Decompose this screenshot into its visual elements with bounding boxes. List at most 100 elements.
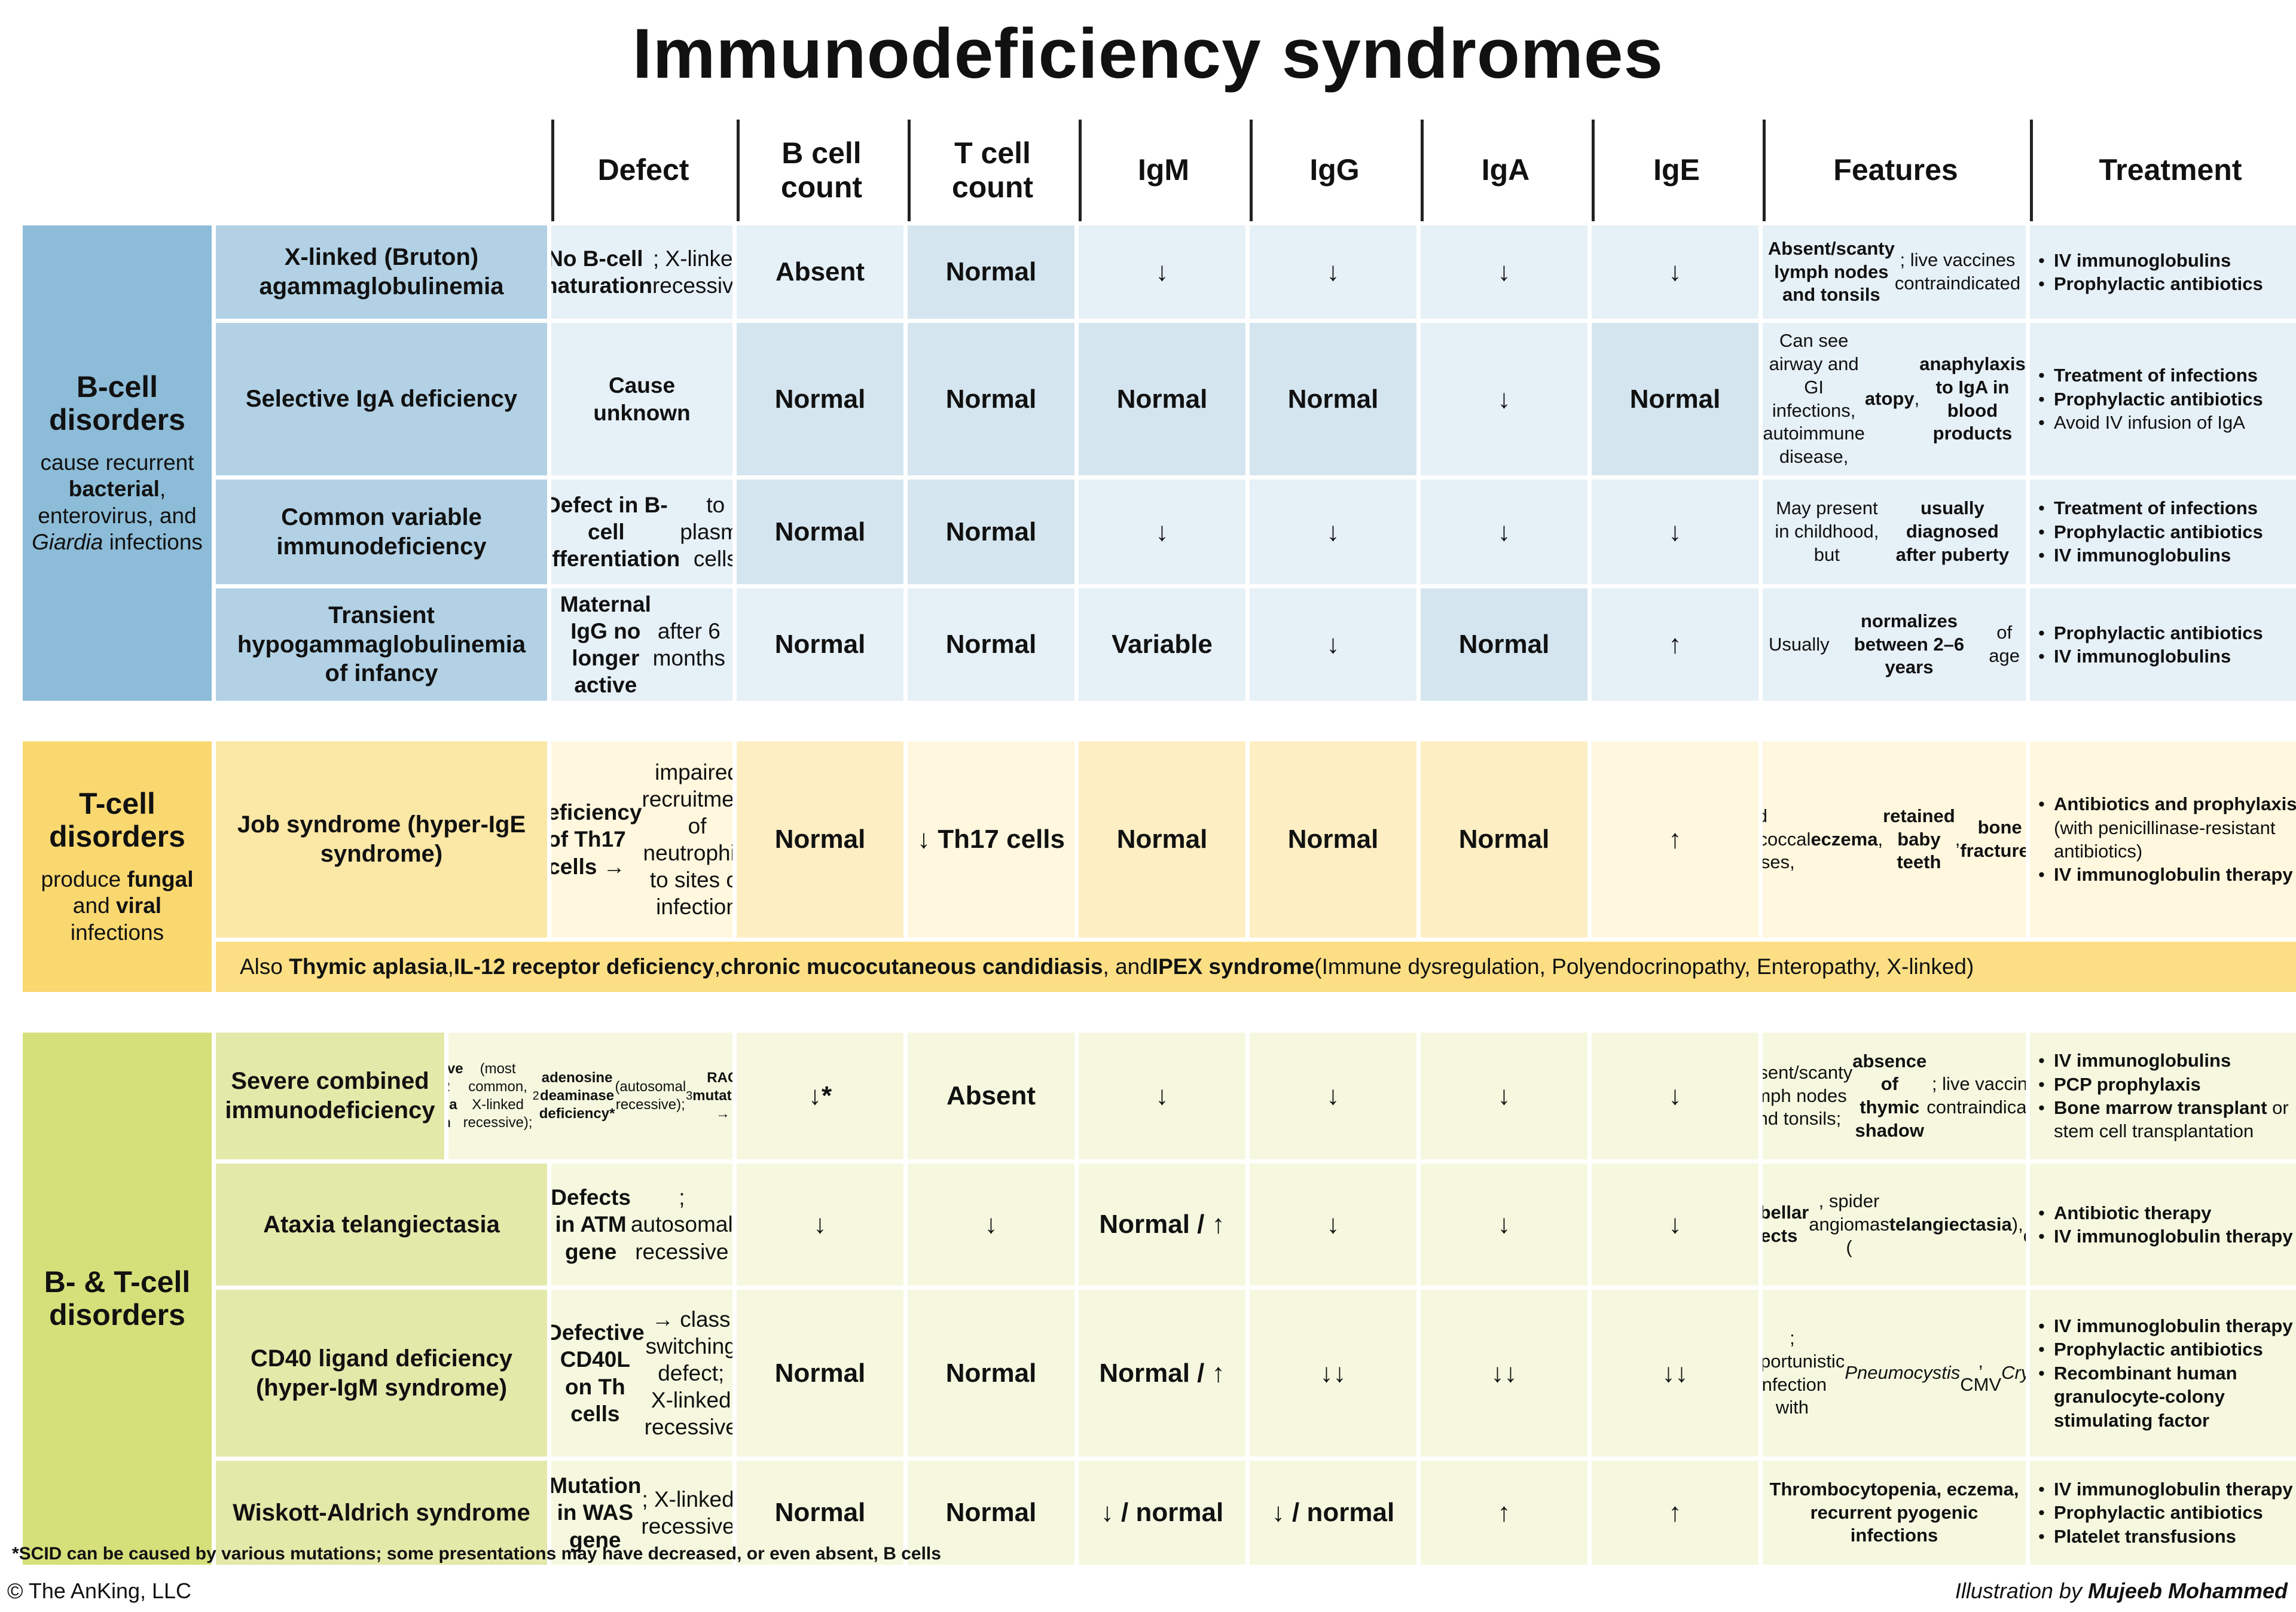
treatment-list: Treatment of infectionsProphylactic anti…	[2030, 323, 2296, 475]
igg-header: IgG	[1250, 120, 1416, 221]
iga-level: Normal	[1421, 741, 1587, 938]
treatment-item: Prophylactic antibiotics	[2038, 387, 2263, 411]
disorder-name: Wiskott-Aldrich syndrome	[216, 1461, 547, 1565]
disorder-name: Ataxia telangiectasia	[216, 1164, 547, 1286]
b-cell-disorders-group: B-cell disorders cause recurrent bacteria…	[23, 225, 212, 701]
ige-level: ↑	[1592, 1461, 1758, 1565]
t-cell-count: Normal	[908, 480, 1074, 584]
features-description: Absent/scanty lymph nodes and tonsils; l…	[1763, 225, 2026, 319]
group-description: produce fungal and viral infections	[41, 866, 194, 945]
treatment-item: IV immunoglobulins	[2038, 645, 2263, 668]
igg-level: ↓	[1250, 588, 1416, 701]
group-name: B- & T-cell disorders	[44, 1265, 191, 1332]
disorder-name: Transient hypogammaglobulinemia of infan…	[216, 588, 547, 701]
defect-description: Maternal IgG no longer active after 6 mo…	[551, 588, 732, 701]
group-description: cause recurrent bacterial, enterovirus, …	[32, 450, 203, 554]
treatment-item: Treatment of infections	[2038, 364, 2263, 387]
ige-level: ↑	[1592, 741, 1758, 938]
treatment-list: Prophylactic antibioticsIV immunoglobuli…	[2030, 588, 2296, 701]
disorder-name: X-linked (Bruton) agammaglobulinemia	[216, 225, 547, 319]
treatment-items: IV immunoglobulin therapyProphylactic an…	[2038, 1314, 2296, 1432]
igg-level: Normal	[1250, 741, 1416, 938]
iga-level: ↑	[1421, 1461, 1587, 1565]
treatment-header: Treatment	[2030, 120, 2296, 221]
features-description: Severe pyogenic infections early in life…	[1763, 1290, 2026, 1457]
iga-level: Normal	[1421, 588, 1587, 701]
features-description: May present in childhood, but usually di…	[1763, 480, 2026, 584]
treatment-items: IV immunoglobulinsProphylactic antibioti…	[2038, 249, 2263, 296]
treatment-item: Treatment of infections	[2038, 496, 2263, 520]
page-title: Immunodeficiency syndromes	[632, 14, 1664, 93]
treatment-items: Treatment of infectionsProphylactic anti…	[2038, 496, 2263, 567]
ige-level: ↓	[1592, 1033, 1758, 1159]
ige-level: ↓	[1592, 1164, 1758, 1286]
treatment-list: Treatment of infectionsProphylactic anti…	[2030, 480, 2296, 584]
treatment-item: IV immunoglobulin therapy	[2038, 1477, 2293, 1501]
igg-level: ↓	[1250, 480, 1416, 584]
treatment-items: Antibiotic therapyIV immunoglobulin ther…	[2038, 1201, 2293, 1248]
treatment-items: Prophylactic antibioticsIV immunoglobuli…	[2038, 621, 2263, 668]
igm-level: Variable	[1079, 588, 1245, 701]
b-cell-count: Normal	[737, 323, 903, 475]
t-cell-count: ↓ Th17 cells	[908, 741, 1074, 938]
disorder-name: Common variable immunodeficiency	[216, 480, 547, 584]
igg-level: ↓	[1250, 225, 1416, 319]
igm-header: IgM	[1079, 120, 1245, 221]
treatment-item: Antibiotic therapy	[2038, 1201, 2293, 1225]
igg-level: ↓	[1250, 1033, 1416, 1159]
features-description: Thrombocytopenia, eczema, recurrent pyog…	[1763, 1461, 2026, 1565]
ige-level: ↓	[1592, 225, 1758, 319]
treatment-item: IV immunoglobulin therapy	[2038, 1314, 2296, 1338]
treatment-item: Prophylactic antibiotics	[2038, 1338, 2296, 1361]
treatment-item: IV immunoglobulin therapy	[2038, 1225, 2293, 1248]
b-cell-count: ↓*	[737, 1033, 903, 1159]
igm-level: ↓	[1079, 225, 1245, 319]
footnote: *SCID can be caused by various mutations…	[12, 1544, 941, 1564]
treatment-list: IV immunoglobulin therapyProphylactic an…	[2030, 1461, 2296, 1565]
defect-description: Deficiency of Th17 cells → impaired recr…	[551, 741, 732, 938]
igm-level: Normal	[1079, 741, 1245, 938]
treatment-item: Prophylactic antibiotics	[2038, 272, 2263, 296]
t-cell-count: Normal	[908, 323, 1074, 475]
disorder-name: Job syndrome (hyper-IgE syndrome)	[216, 741, 547, 938]
ige-level: ↑	[1592, 588, 1758, 701]
defect-header: Defect	[551, 120, 732, 221]
igg-level: ↓ / normal	[1250, 1461, 1416, 1565]
t-cell-count: ↓	[908, 1164, 1074, 1286]
t-cell-count-header: T cell count	[908, 120, 1074, 221]
immunodeficiency-table: Defect B cell count T cell count IgM IgG IgA I…	[23, 120, 2296, 1565]
disorder-name: Severe combined immunodeficiency	[216, 1033, 444, 1159]
iga-level: ↓	[1421, 480, 1587, 584]
t-cell-also-banner: Also Thymic aplasia, IL-12 receptor defi…	[216, 942, 2296, 992]
treatment-item: Platelet transfusions	[2038, 1525, 2293, 1549]
treatment-items: Antibiotics and prophylaxis (with penici…	[2038, 792, 2296, 887]
defect-description: Cause unknown	[551, 323, 732, 475]
treatment-items: IV immunoglobulinsPCP prophylaxisBone ma…	[2038, 1049, 2296, 1143]
igm-level: Normal	[1079, 323, 1245, 475]
igg-level: ↓	[1250, 1164, 1416, 1286]
defect-description: No B-cell maturation; X-linked recessive	[551, 225, 732, 319]
ige-header: IgE	[1592, 120, 1758, 221]
treatment-items: IV immunoglobulin therapyProphylactic an…	[2038, 1477, 2293, 1548]
defect-description: Defects in ATM gene; autosomal recessive	[551, 1164, 732, 1286]
features-description: Triad: cerebellar defects, spider angiom…	[1763, 1164, 2026, 1286]
iga-level: ↓	[1421, 1033, 1587, 1159]
iga-level: ↓	[1421, 225, 1587, 319]
b-cell-count: Absent	[737, 225, 903, 319]
iga-level: ↓	[1421, 323, 1587, 475]
b-cell-count: ↓	[737, 1164, 903, 1286]
features-description: Absent/scanty lymph nodes and tonsils; a…	[1763, 1033, 2026, 1159]
t-cell-count: Normal	[908, 225, 1074, 319]
igg-level: Normal	[1250, 323, 1416, 475]
iga-level: ↓↓	[1421, 1290, 1587, 1457]
igm-level: ↓	[1079, 1033, 1245, 1159]
illustration-credit: Illustration by Mujeeb Mohammed	[1955, 1579, 2288, 1603]
igm-level: Normal / ↑	[1079, 1290, 1245, 1457]
treatment-list: Antibiotics and prophylaxis (with penici…	[2030, 741, 2296, 938]
treatment-item: IV immunoglobulins	[2038, 1049, 2296, 1073]
defect-description: Mutation in WAS gene; X-linked recessive	[551, 1461, 732, 1565]
iga-header: IgA	[1421, 120, 1587, 221]
treatment-item: IV immunoglobulins	[2038, 544, 2263, 567]
treatment-list: IV immunoglobulinsPCP prophylaxisBone ma…	[2030, 1033, 2296, 1159]
t-cell-count: Normal	[908, 1461, 1074, 1565]
